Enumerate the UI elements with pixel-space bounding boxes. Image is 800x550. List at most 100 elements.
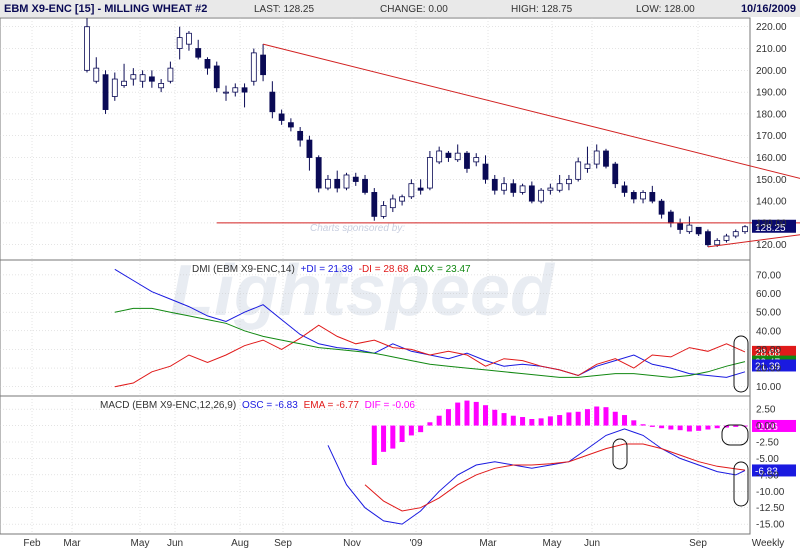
candle-body: [667, 211, 674, 224]
macd-panel: -0.06 -6.83: [327, 400, 796, 525]
y-tick-label: -7.50: [756, 470, 779, 481]
y-tick-label: 0.00: [756, 421, 776, 432]
x-tick-label: Nov: [343, 538, 361, 549]
macd-title: MACD (EBM X9-ENC,12,26,9): [100, 400, 236, 411]
last-price-badge-label: 128.25: [755, 223, 786, 234]
value-badge-label: 21.39: [755, 361, 780, 372]
candle-body: [102, 74, 109, 110]
y-tick-label: 180.00: [756, 109, 787, 120]
histogram-bar: [529, 419, 535, 426]
candle-body: [695, 226, 702, 235]
candle-body: [538, 189, 545, 202]
candle-body: [399, 196, 405, 202]
candle-body: [556, 183, 563, 191]
candle-body: [250, 52, 257, 82]
histogram-bar: [473, 401, 479, 426]
last-price-readout: LAST: 128.25: [254, 4, 314, 15]
candle-body: [158, 83, 165, 89]
histogram-bar: [418, 425, 424, 433]
candle-body: [269, 91, 276, 113]
y-tick-label: 170.00: [756, 131, 787, 142]
candle-body: [241, 87, 248, 93]
macd-panel-frame: [0, 395, 751, 535]
histogram-bar: [427, 422, 433, 426]
candle-body: [454, 152, 461, 161]
candle-body: [621, 185, 628, 193]
y-tick-label: 40.00: [756, 326, 781, 337]
histogram-bar: [445, 409, 451, 426]
y-tick-label: -2.50: [756, 438, 779, 449]
candle-body: [408, 183, 415, 198]
histogram-bar: [649, 425, 655, 427]
candle-body: [111, 78, 118, 97]
candle-body: [732, 231, 739, 237]
histogram-bar: [677, 425, 683, 431]
x-tick-label: Feb: [23, 538, 41, 549]
series-line-ema: [364, 443, 746, 512]
candle-body: [742, 226, 748, 233]
candle-body: [176, 37, 183, 49]
histogram-bar: [686, 425, 692, 432]
value-badge-label: 28.68: [755, 348, 780, 359]
candle-body: [482, 163, 489, 180]
series-line-di: [114, 324, 746, 388]
candle-body: [612, 163, 619, 185]
candle-body: [362, 178, 368, 193]
x-tick-label: Mar: [479, 538, 497, 549]
y-tick-label: -15.00: [756, 520, 785, 531]
y-tick-label: 220.00: [756, 22, 787, 33]
candle-body: [297, 130, 304, 141]
y-tick-label: -12.50: [756, 503, 785, 514]
histogram-bar: [723, 425, 729, 428]
price-panel: 128.25: [84, 18, 800, 248]
y-tick-label: 160.00: [756, 153, 787, 164]
candle-body: [445, 152, 452, 158]
chart-title: EBM X9-ENC [15] - MILLING WHEAT #2: [4, 3, 207, 15]
histogram-bar: [594, 406, 600, 426]
dmi-legend: DMI (EBM X9-ENC,14) +DI = 21.39 -DI = 28…: [192, 264, 471, 275]
histogram-bar: [408, 425, 414, 436]
candle-body: [167, 67, 174, 82]
y-tick-label: 20.00: [756, 364, 781, 375]
candle-body: [584, 163, 591, 169]
candle-body: [93, 67, 100, 82]
high-readout: HIGH: 128.75: [511, 4, 573, 15]
annotation-oval: [612, 438, 628, 470]
watermark-logo: Lightspeed: [170, 251, 556, 331]
candle-body: [121, 80, 127, 86]
low-readout: LOW: 128.00: [636, 4, 695, 15]
annotation-oval: [733, 335, 749, 393]
x-tick-label: Weekly: [752, 538, 785, 549]
histogram-bar: [510, 415, 516, 426]
value-badge: [752, 419, 796, 432]
candle-body: [334, 178, 341, 189]
candle-body: [84, 26, 90, 71]
y-tick-label: 130.00: [756, 218, 787, 229]
macd-legend-ema: EMA = -6.77: [304, 400, 360, 411]
candle-body: [287, 122, 294, 128]
histogram-bar: [696, 425, 702, 431]
value-badge: [752, 464, 796, 477]
x-tick-label: May: [543, 538, 562, 549]
header-bar: [0, 0, 800, 17]
candle-body: [566, 178, 572, 185]
candle-body: [278, 113, 285, 121]
candle-body: [315, 157, 322, 189]
candle-body: [630, 192, 637, 200]
value-badge: [752, 345, 796, 358]
dmi-legend-plus-di: +DI = 21.39: [301, 264, 354, 275]
candle-body: [380, 205, 387, 217]
change-readout: CHANGE: 0.00: [380, 4, 448, 15]
histogram-bar: [714, 425, 720, 429]
histogram-bar: [492, 409, 498, 426]
dmi-title: DMI (EBM X9-ENC,14): [192, 264, 295, 275]
watermark-sponsor-text: Charts sponsored by:: [310, 223, 405, 234]
candle-body: [436, 150, 443, 163]
dmi-legend-adx: ADX = 23.47: [414, 264, 471, 275]
candle-body: [649, 192, 656, 202]
histogram-bar: [659, 425, 665, 429]
x-tick-label: Aug: [231, 538, 249, 549]
x-tick-label: '09: [409, 538, 422, 549]
histogram-bar: [483, 405, 489, 426]
